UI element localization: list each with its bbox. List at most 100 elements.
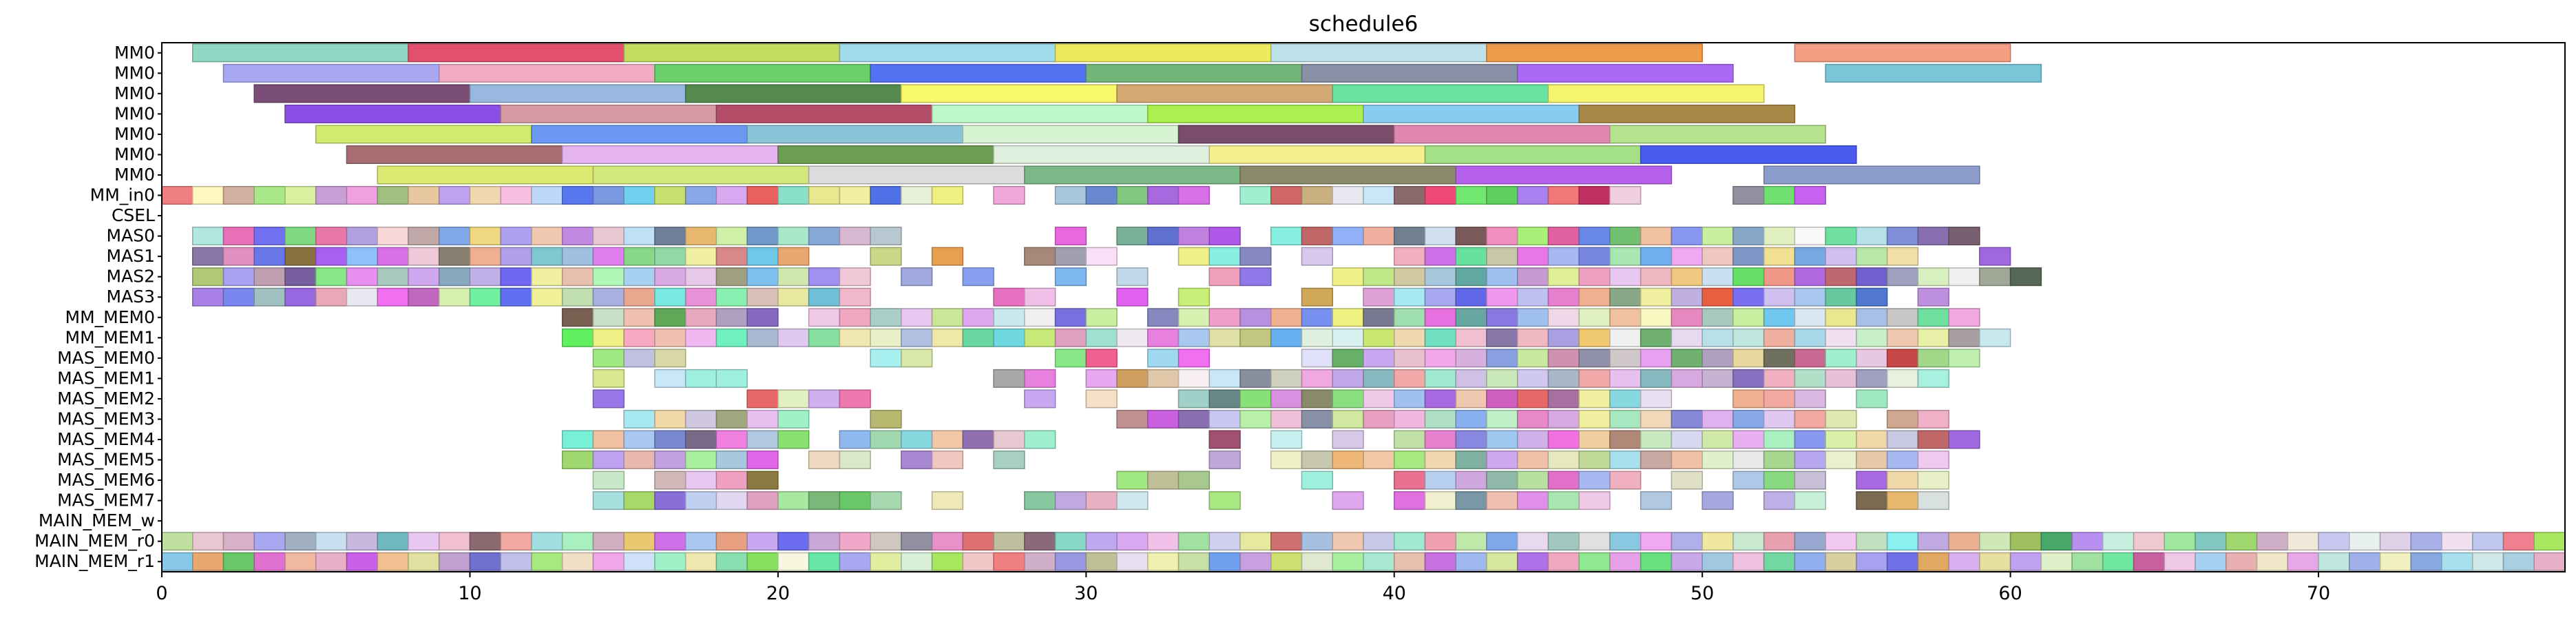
task-cell xyxy=(746,186,779,205)
task-cell xyxy=(1393,451,1426,470)
task-cell xyxy=(1671,369,1703,388)
task-bar xyxy=(1547,84,1765,103)
task-cell xyxy=(1609,186,1642,205)
task-cell xyxy=(1424,430,1456,449)
task-cell xyxy=(2379,532,2412,551)
task-bar xyxy=(1270,43,1487,63)
task-cell xyxy=(684,267,718,287)
task-cell xyxy=(1948,308,1980,327)
y-tick-label: MAS_MEM7 xyxy=(57,490,155,510)
task-cell xyxy=(438,186,471,205)
task-cell xyxy=(623,247,656,266)
task-cell xyxy=(1332,409,1364,428)
task-cell xyxy=(1301,349,1334,368)
task-cell xyxy=(654,328,687,347)
task-cell xyxy=(1024,430,1056,449)
task-cell xyxy=(870,409,902,428)
task-cell xyxy=(1486,349,1518,368)
task-cell xyxy=(746,471,779,490)
task-cell xyxy=(1856,552,1888,571)
task-cell xyxy=(1177,328,1211,347)
task-cell xyxy=(1393,328,1426,347)
task-cell xyxy=(1732,552,1765,571)
task-cell xyxy=(1578,491,1611,510)
task-cell xyxy=(931,308,964,327)
task-cell xyxy=(1455,186,1487,205)
task-cell xyxy=(808,328,841,347)
task-cell xyxy=(1886,349,1919,368)
task-cell xyxy=(1578,328,1611,347)
task-cell xyxy=(839,451,871,470)
task-cell xyxy=(1825,451,1857,470)
task-cell xyxy=(592,287,625,307)
task-cell xyxy=(962,308,994,327)
task-cell xyxy=(1948,430,1980,449)
task-cell xyxy=(1024,247,1056,266)
task-cell xyxy=(438,532,471,551)
task-cell xyxy=(623,186,656,205)
task-bar xyxy=(408,43,625,63)
task-cell xyxy=(592,369,625,388)
task-cell xyxy=(1393,267,1426,287)
task-cell xyxy=(1732,409,1765,428)
task-cell xyxy=(1455,247,1487,266)
task-cell xyxy=(1147,471,1180,490)
task-cell xyxy=(377,267,409,287)
task-cell xyxy=(346,186,378,205)
task-cell xyxy=(1948,328,1980,347)
task-cell xyxy=(715,308,748,327)
task-cell xyxy=(2256,552,2289,571)
task-cell xyxy=(1547,349,1580,368)
task-cell xyxy=(1701,349,1734,368)
task-cell xyxy=(1270,227,1303,246)
y-tick-label: MM0 xyxy=(114,83,155,103)
task-cell xyxy=(715,451,748,470)
task-cell xyxy=(2318,552,2350,571)
task-cell xyxy=(592,430,625,449)
task-cell xyxy=(654,267,687,287)
task-cell xyxy=(715,532,748,551)
task-cell xyxy=(1794,328,1826,347)
task-cell xyxy=(1332,451,1364,470)
task-cell xyxy=(1825,349,1857,368)
task-cell xyxy=(1732,430,1765,449)
task-cell xyxy=(901,532,933,551)
task-cell xyxy=(191,227,224,246)
task-cell xyxy=(1763,328,1796,347)
task-cell xyxy=(2071,552,2104,571)
task-cell xyxy=(808,287,841,307)
task-cell xyxy=(1239,389,1272,409)
task-cell xyxy=(1085,308,1118,327)
task-cell xyxy=(1486,409,1518,428)
task-cell xyxy=(2133,552,2166,571)
task-cell xyxy=(1393,287,1426,307)
task-cell xyxy=(2349,532,2381,551)
task-cell xyxy=(1024,491,1056,510)
task-cell xyxy=(654,471,687,490)
task-cell xyxy=(1363,227,1395,246)
task-cell xyxy=(777,267,810,287)
task-cell xyxy=(839,308,871,327)
task-cell xyxy=(931,186,964,205)
task-cell xyxy=(715,430,748,449)
task-cell xyxy=(377,532,409,551)
task-cell xyxy=(808,532,841,551)
task-cell xyxy=(346,287,378,307)
task-cell xyxy=(839,532,871,551)
task-cell xyxy=(1455,308,1487,327)
task-cell xyxy=(1979,328,2011,347)
task-cell xyxy=(654,227,687,246)
task-bar xyxy=(1763,165,1980,185)
task-cell xyxy=(1886,247,1919,266)
task-bar xyxy=(839,43,1056,63)
task-cell xyxy=(1547,369,1580,388)
task-cell xyxy=(1332,532,1364,551)
task-bar xyxy=(222,63,440,83)
task-cell xyxy=(1301,287,1334,307)
task-cell xyxy=(1886,267,1919,287)
task-cell xyxy=(1301,552,1334,571)
task-cell xyxy=(1393,532,1426,551)
task-cell xyxy=(1486,287,1518,307)
task-cell xyxy=(1054,267,1087,287)
task-cell xyxy=(777,552,810,571)
